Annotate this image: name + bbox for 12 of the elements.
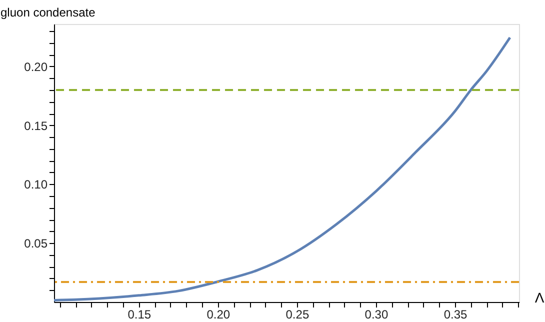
x-tick-label: 0.25 (286, 308, 310, 322)
y-tick-label: 0.20 (24, 60, 48, 74)
x-axis-title: Λ (534, 290, 545, 306)
line-series (54, 36, 512, 302)
y-axis-title: gluon condensate (0, 6, 96, 20)
x-tick-label: 0.20 (206, 308, 230, 322)
y-tick-label: 0.05 (24, 236, 48, 251)
x-tick-label: 0.35 (444, 308, 468, 322)
x-tick-label: 0.30 (364, 308, 388, 322)
x-tick-label: 0.15 (128, 308, 152, 322)
y-tick-label: 0.10 (24, 178, 48, 192)
y-tick-label: 0.15 (24, 118, 48, 133)
